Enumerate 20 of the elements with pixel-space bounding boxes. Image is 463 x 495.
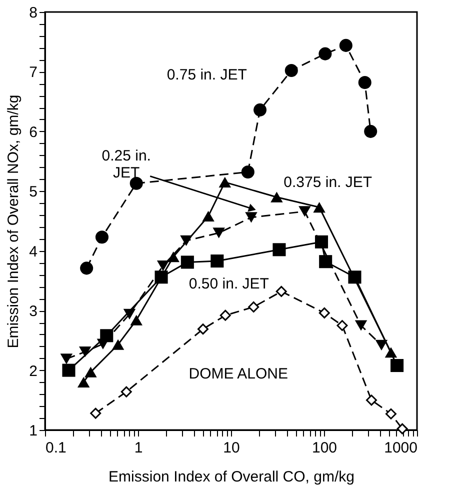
series-label: 0.50 in. JET (188, 276, 269, 293)
x-axis-title: Emission Index of Overall CO, gm/kg (108, 468, 354, 486)
y-tick-label: 3 (29, 303, 38, 320)
y-tick-label: 6 (29, 124, 38, 141)
y-tick-label: 2 (29, 362, 38, 380)
y-tick-label: 8 (29, 4, 38, 22)
x-tick-label: 10 (223, 440, 240, 456)
y-tick-label: 1 (29, 422, 38, 440)
y-tick-label: 7 (29, 64, 38, 82)
y-tick-label: 5 (29, 184, 38, 201)
y-axis-title: Emission Index of Overall NOx, gm/kg (5, 94, 22, 348)
series-label: 0.375 in. JET (284, 174, 372, 192)
x-tick-label: 1 (134, 440, 143, 456)
series-label: 0.75 in. JET (166, 66, 247, 84)
x-tick-label: 1000 (384, 440, 418, 456)
y-tick-label: 4 (29, 243, 38, 260)
text: 0.25 in. JET (102, 147, 151, 182)
x-tick-label: 100 (312, 440, 338, 456)
series-label: DOME ALONE (188, 365, 288, 382)
x-tick-label: 0.1 (46, 440, 66, 456)
